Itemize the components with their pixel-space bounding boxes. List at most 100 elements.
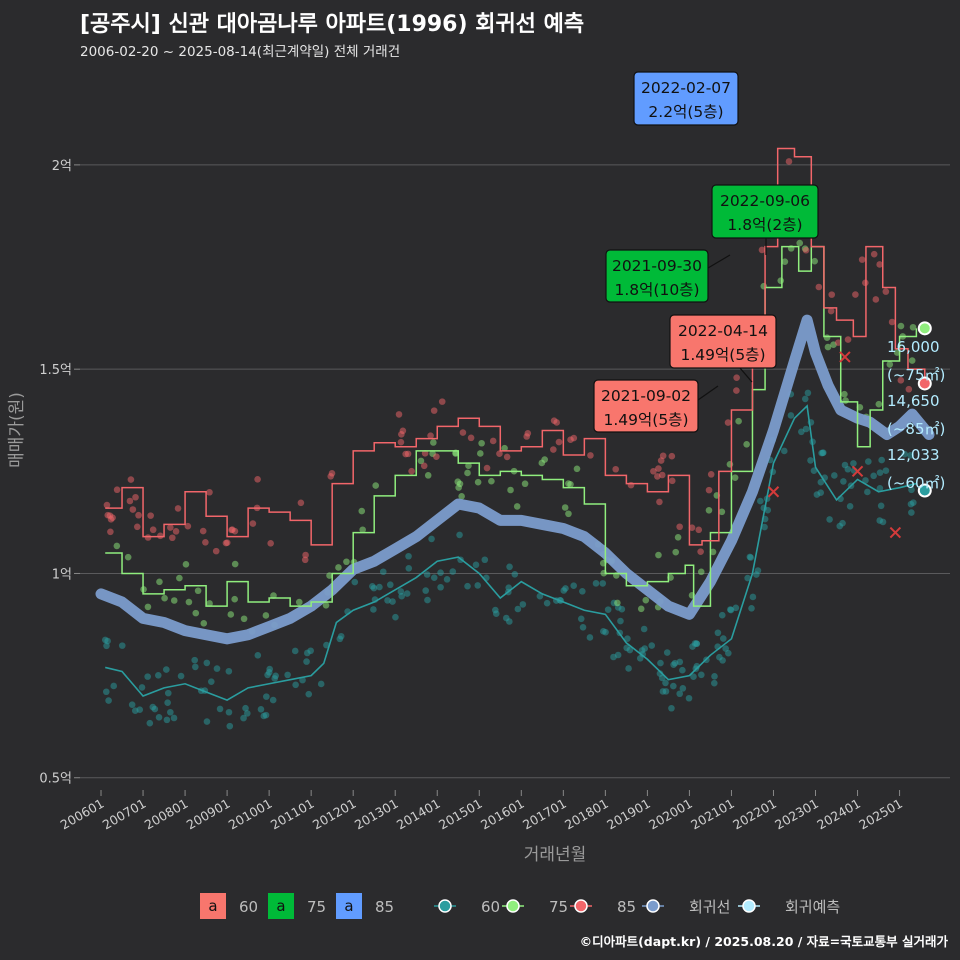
data-point — [733, 387, 740, 394]
callout-box — [711, 184, 819, 239]
data-point — [711, 679, 718, 687]
data-point — [785, 158, 793, 165]
data-point — [813, 491, 821, 498]
data-point — [138, 684, 146, 691]
data-point — [870, 250, 878, 258]
data-point — [257, 706, 265, 713]
data-point — [438, 398, 446, 405]
data-point — [817, 478, 825, 486]
data-point — [760, 282, 768, 290]
data-point — [521, 480, 529, 488]
data-point — [242, 704, 249, 712]
data-point — [107, 528, 114, 536]
legend-line-item: 회귀예측 — [738, 898, 840, 916]
legend-marker — [742, 899, 756, 913]
data-point — [403, 590, 411, 597]
data-point — [302, 551, 309, 559]
data-point — [617, 617, 624, 625]
data-point — [709, 548, 717, 556]
data-point — [579, 588, 586, 595]
data-point — [627, 481, 635, 489]
data-point — [295, 598, 303, 606]
data-point — [642, 596, 650, 604]
legend-box-item: a 85 — [336, 893, 394, 919]
data-point — [506, 563, 513, 571]
data-point — [757, 497, 764, 505]
data-point — [231, 560, 239, 568]
data-point — [492, 606, 499, 614]
data-point — [840, 478, 847, 485]
data-point — [389, 598, 396, 605]
data-point — [467, 434, 475, 442]
legend-line-label: 60 — [481, 898, 500, 916]
data-point — [128, 701, 136, 709]
data-point — [672, 548, 680, 556]
data-point — [507, 486, 514, 494]
data-point — [878, 456, 885, 464]
callout-2022-04-14: 2022-04-14 1.49억(5층) — [669, 314, 777, 383]
data-point — [240, 615, 248, 623]
data-point — [203, 659, 211, 667]
data-point — [397, 438, 405, 446]
data-point — [267, 540, 274, 547]
data-point — [707, 471, 715, 478]
cross-mark — [767, 486, 780, 498]
footer-source: ©디아파트(dapt.kr) / 2025.08.20 / 자료=국토교통부 실… — [579, 934, 948, 949]
data-point — [458, 493, 465, 500]
data-point — [443, 576, 451, 583]
data-point — [907, 452, 914, 459]
x-tick-label: 202401 — [814, 796, 863, 833]
data-point — [351, 578, 359, 586]
data-point — [231, 595, 238, 603]
callout-date: 2022-09-06 — [720, 192, 810, 210]
data-point — [637, 605, 645, 613]
series-85-line — [105, 147, 926, 546]
x-tick-label: 201001 — [226, 796, 275, 833]
data-point — [194, 587, 202, 595]
legend-line-item: 회귀선 — [642, 898, 730, 916]
data-point — [392, 613, 399, 621]
data-point — [862, 477, 869, 484]
data-point — [113, 486, 121, 494]
data-point — [424, 596, 431, 604]
data-point — [474, 478, 482, 486]
data-point — [501, 444, 508, 452]
x-tick-label: 201801 — [562, 796, 611, 833]
x-tick-label: 202501 — [856, 796, 905, 833]
data-point — [586, 634, 594, 641]
x-tick-label: 200801 — [142, 796, 191, 833]
callout-2021-09-30: 2021-09-30 1.8억(10층) — [605, 249, 731, 303]
data-point — [170, 597, 178, 604]
data-point — [748, 605, 755, 612]
data-point — [164, 699, 171, 707]
data-point — [449, 568, 457, 575]
data-point — [359, 526, 366, 534]
end-label: (~75㎡) — [887, 366, 945, 384]
data-point — [641, 645, 649, 652]
data-point — [225, 708, 233, 716]
data-point — [705, 486, 713, 494]
data-point — [164, 689, 172, 697]
data-point — [370, 584, 378, 592]
data-point — [161, 594, 168, 602]
data-point — [118, 642, 126, 649]
callout-price: 2.2억(5층) — [648, 103, 723, 121]
data-point — [213, 665, 221, 672]
data-point — [876, 261, 883, 268]
data-point — [836, 522, 844, 530]
data-point — [337, 632, 345, 640]
data-point — [483, 464, 491, 472]
data-point — [417, 457, 425, 465]
callout-price: 1.49억(5층) — [681, 346, 766, 364]
data-point — [780, 447, 788, 455]
end-point-marker — [917, 376, 932, 391]
data-point — [695, 526, 703, 534]
data-point — [102, 688, 110, 696]
data-point — [437, 583, 444, 591]
data-point — [864, 488, 871, 496]
data-point — [185, 598, 193, 606]
data-point — [610, 653, 617, 661]
legend-marker — [506, 899, 520, 913]
data-point — [402, 450, 409, 458]
legend-line-label: 85 — [617, 898, 636, 916]
